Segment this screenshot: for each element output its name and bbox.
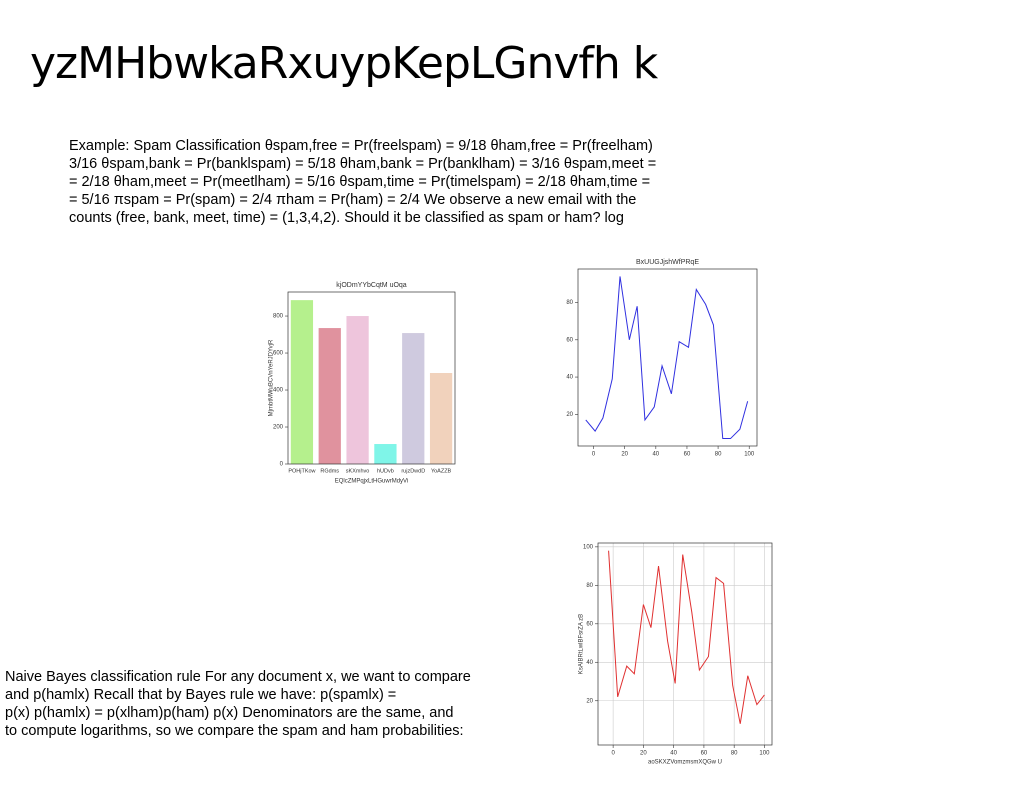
x-axis-label: EQlcZMPqjxLtHGuwrMdyVi bbox=[335, 479, 409, 485]
bar bbox=[429, 373, 453, 464]
bar bbox=[374, 444, 397, 464]
x-tick-label: 100 bbox=[759, 751, 770, 757]
rule-text: Naive Bayes classification rule For any … bbox=[5, 668, 471, 740]
x-tick-label: 80 bbox=[731, 751, 738, 757]
y-tick-label: 20 bbox=[586, 698, 593, 704]
data-line bbox=[585, 276, 749, 440]
plot-frame bbox=[287, 291, 456, 465]
x-tick-label: 100 bbox=[744, 452, 755, 458]
chart-title: BxUUGJjshWfPRqE bbox=[636, 259, 699, 266]
text-line: Example: Spam Classification θspam,free … bbox=[69, 138, 653, 154]
text-line: 3/16 θspam,bank = Pr(banklspam) = 5/18 θ… bbox=[69, 156, 657, 172]
x-tick-label: 40 bbox=[670, 751, 677, 757]
x-tick-label: YoAZZB bbox=[431, 468, 452, 474]
y-tick-label: 400 bbox=[273, 388, 284, 394]
y-tick-label: 600 bbox=[273, 351, 284, 357]
bar bbox=[402, 333, 425, 464]
x-tick-label: hUDvb bbox=[377, 468, 394, 474]
x-tick-label: 60 bbox=[701, 751, 708, 757]
example-text: Example: Spam Classification θspam,free … bbox=[69, 137, 656, 227]
x-tick-label: 0 bbox=[592, 452, 596, 458]
text-line: Naive Bayes classification rule For any … bbox=[5, 669, 471, 685]
y-axis-label: KsAIBRtLwlBFsrZA zB bbox=[579, 614, 585, 674]
text-line: and p(hamlx) Recall that by Bayes rule w… bbox=[5, 687, 397, 703]
x-tick-label: 20 bbox=[621, 452, 628, 458]
y-axis-label: MjmbtMWuBCVnYeRJDYvjR bbox=[269, 339, 275, 416]
bar bbox=[290, 300, 314, 464]
x-tick-label: 60 bbox=[684, 452, 691, 458]
x-tick-label: 20 bbox=[640, 751, 647, 757]
bar bbox=[318, 328, 341, 464]
slide-title: yzMHbwkaRxuypKepLGnvfh k bbox=[30, 38, 658, 89]
plot-frame bbox=[597, 542, 773, 746]
y-tick-label: 80 bbox=[566, 300, 573, 306]
x-tick-label: sKXmhvo bbox=[346, 468, 370, 474]
y-tick-label: 60 bbox=[586, 621, 593, 627]
y-tick-label: 40 bbox=[586, 660, 593, 666]
data-line bbox=[608, 550, 765, 724]
plot-frame bbox=[577, 268, 758, 447]
y-tick-label: 40 bbox=[566, 375, 573, 381]
y-tick-label: 20 bbox=[566, 412, 573, 418]
x-tick-label: RGdms bbox=[320, 468, 339, 474]
text-line: p(x) p(hamlx) = p(xlham)p(ham) p(x) Deno… bbox=[5, 705, 454, 721]
y-tick-label: 0 bbox=[280, 462, 284, 468]
x-tick-label: rujzDwdD bbox=[401, 468, 425, 474]
chart-title: kjODmYYbCqtM uOqa bbox=[336, 282, 407, 289]
x-tick-label: POHjTKow bbox=[288, 468, 315, 474]
text-line: counts (free, bank, meet, time) = (1,3,4… bbox=[69, 210, 624, 226]
text-line: = 2/18 θham,meet = Pr(meetlham) = 5/16 θ… bbox=[69, 174, 651, 190]
x-tick-label: 80 bbox=[715, 452, 722, 458]
text-line: = 5/16 πspam = Pr(spam) = 2/4 πham = Pr(… bbox=[69, 192, 637, 208]
y-tick-label: 60 bbox=[566, 337, 573, 343]
x-axis-label: aoSKXZVomzmsmXQGw U bbox=[648, 760, 722, 766]
bar bbox=[346, 316, 369, 464]
x-tick-label: 0 bbox=[611, 751, 615, 757]
text-line: to compute logarithms, so we compare the… bbox=[5, 723, 464, 739]
y-tick-label: 200 bbox=[273, 425, 284, 431]
y-tick-label: 100 bbox=[583, 544, 594, 550]
x-tick-label: 40 bbox=[652, 452, 659, 458]
y-tick-label: 800 bbox=[273, 314, 284, 320]
y-tick-label: 80 bbox=[586, 583, 593, 589]
